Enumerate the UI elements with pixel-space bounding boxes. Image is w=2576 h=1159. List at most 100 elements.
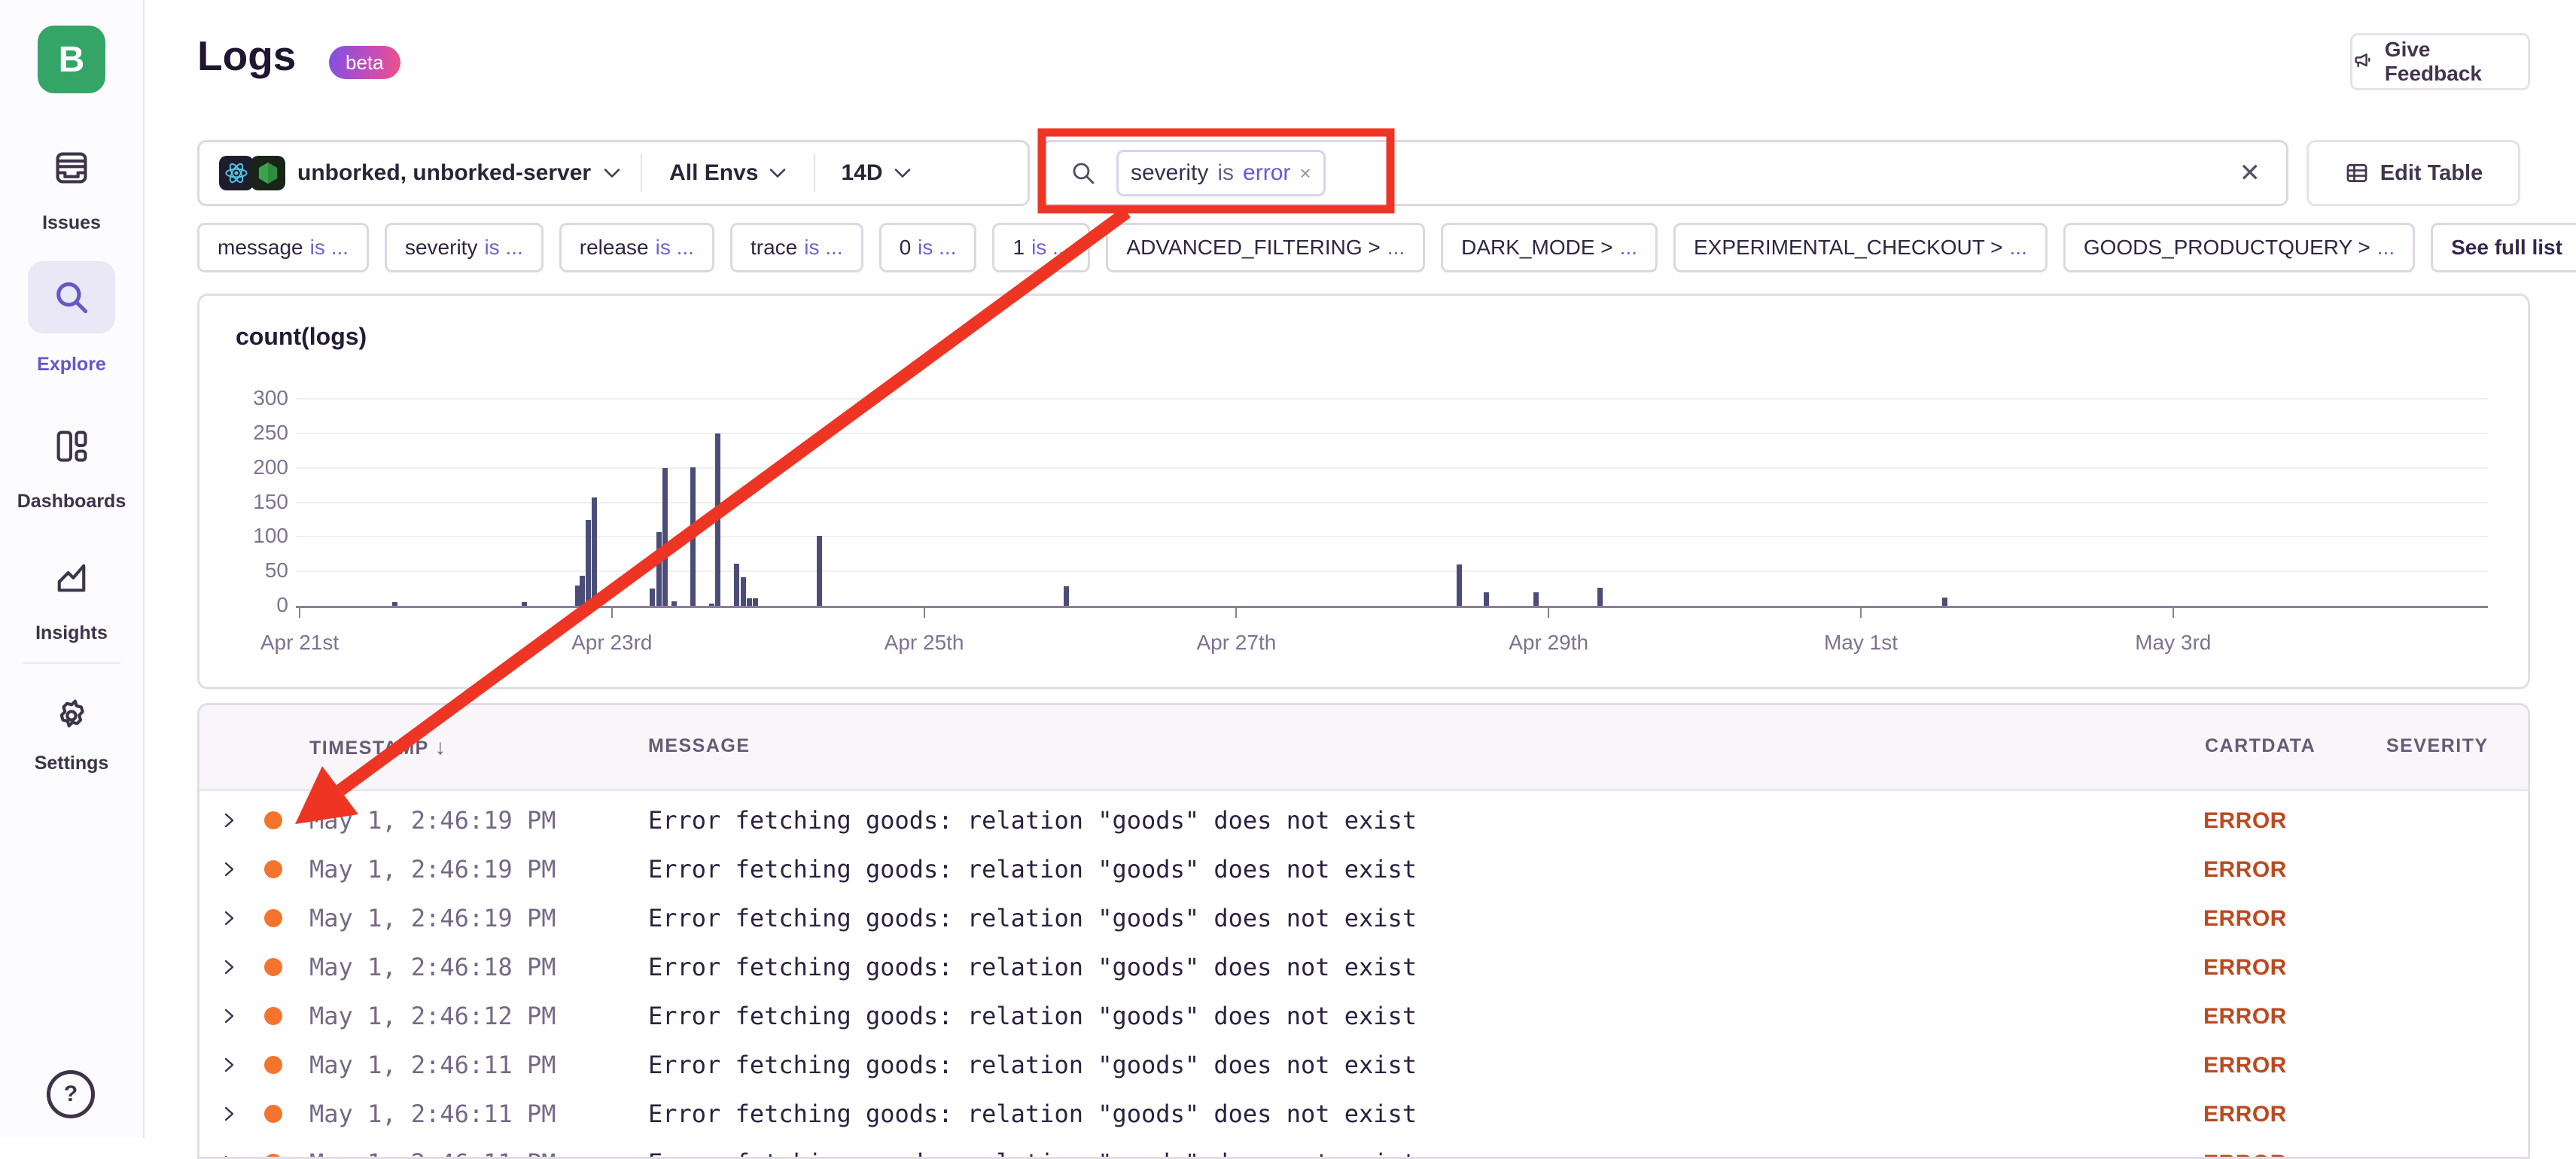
chart-bar[interactable] [1597, 588, 1603, 606]
expand-chevron-icon[interactable] [224, 811, 235, 834]
column-header-cartdata[interactable]: CARTDATA [2205, 735, 2316, 756]
insights-icon[interactable] [0, 558, 143, 598]
token-value[interactable]: error [1243, 160, 1291, 185]
severity-cell: ERROR [2203, 906, 2287, 931]
chart-bar[interactable] [734, 564, 740, 606]
table-row[interactable]: May 1, 2:46:18 PM Error fetching goods: r… [199, 942, 2528, 991]
chart-bar[interactable] [671, 601, 677, 606]
filter-chip[interactable]: trace is ... [729, 223, 863, 272]
sidebar-item-explore-label[interactable]: Explore [37, 354, 106, 375]
severity-dot-icon [264, 958, 282, 976]
filter-chip[interactable]: ADVANCED_FILTERING >... [1106, 223, 1426, 272]
clear-search-icon[interactable]: ✕ [2239, 159, 2261, 187]
chart-bar[interactable] [1063, 586, 1069, 606]
edit-table-button[interactable]: Edit Table [2307, 140, 2520, 206]
sidebar-divider [23, 662, 120, 664]
help-icon[interactable]: ? [47, 1070, 95, 1118]
timestamp-cell: May 1, 2:46:11 PM [309, 1100, 556, 1128]
x-axis-tick [611, 608, 613, 618]
chart-bar[interactable] [740, 576, 746, 606]
chart-bar[interactable] [650, 589, 656, 606]
chart-bar[interactable] [817, 535, 823, 606]
chart-bar[interactable] [746, 598, 752, 606]
filter-chip[interactable]: See full list [2431, 223, 2576, 272]
settings-gear-icon[interactable] [0, 696, 143, 735]
chart-bar[interactable] [1533, 592, 1539, 606]
chart-bar[interactable] [1942, 598, 1948, 606]
chart-bar[interactable] [1483, 592, 1489, 606]
table-row[interactable]: May 1, 2:46:19 PM Error fetching goods: r… [199, 844, 2528, 893]
table-row[interactable]: May 1, 2:46:19 PM Error fetching goods: r… [199, 795, 2528, 844]
chart-bar[interactable] [753, 598, 759, 606]
sidebar-item-settings[interactable]: Settings [34, 753, 109, 774]
chart-bar[interactable] [1457, 564, 1463, 606]
megaphone-icon [2355, 53, 2370, 67]
timestamp-cell: May 1, 2:46:19 PM [309, 904, 556, 932]
message-cell: Error fetching goods: relation "goods" d… [648, 1002, 1417, 1030]
expand-chevron-icon[interactable] [224, 1104, 235, 1127]
gridline [296, 467, 2488, 469]
severity-cell: ERROR [2203, 857, 2287, 882]
expand-chevron-icon[interactable] [224, 859, 235, 883]
expand-chevron-icon[interactable] [224, 1006, 235, 1030]
table-row[interactable]: May 1, 2:46:11 PM Error fetching goods: r… [199, 1089, 2528, 1138]
search-icon [1073, 163, 1095, 184]
severity-cell: ERROR [2203, 1102, 2287, 1127]
page-title: Logs [197, 32, 297, 79]
environment-selector[interactable]: All Envs [642, 160, 814, 186]
chart-bar[interactable] [522, 602, 528, 606]
token-remove-icon[interactable]: × [1299, 161, 1311, 184]
sidebar-item-issues[interactable]: Issues [42, 212, 101, 233]
sidebar-item-insights[interactable]: Insights [35, 622, 108, 643]
divider [814, 154, 816, 192]
log-search-input[interactable]: severity is error × ✕ [1042, 140, 2288, 206]
search-filter-token[interactable]: severity is error × [1116, 150, 1326, 196]
table-row[interactable]: May 1, 2:46:11 PM Error fetching goods: r… [199, 1138, 2528, 1157]
chart-bar[interactable] [690, 467, 696, 606]
expand-chevron-icon[interactable] [224, 1153, 235, 1157]
expand-chevron-icon[interactable] [224, 1055, 235, 1078]
chip-label: severity [404, 236, 478, 259]
dashboards-icon[interactable] [0, 427, 143, 466]
chart-bar[interactable] [656, 531, 662, 606]
table-row[interactable]: May 1, 2:46:19 PM Error fetching goods: r… [199, 893, 2528, 942]
chip-suffix: is ... [484, 236, 523, 259]
chart-bar[interactable] [662, 467, 668, 606]
beta-badge: beta [329, 46, 400, 79]
issues-icon[interactable] [0, 148, 143, 187]
table-body: May 1, 2:46:19 PM Error fetching goods: r… [199, 789, 2528, 1157]
sidebar-item-explore-active[interactable] [28, 261, 115, 333]
filter-chip[interactable]: severity is ... [384, 223, 544, 272]
project-selector-label: unborked, unborked-server [297, 160, 592, 185]
column-header-severity[interactable]: SEVERITY [2386, 735, 2489, 756]
chart-bar[interactable] [715, 433, 721, 606]
filter-chip[interactable]: GOODS_PRODUCTQUERY >... [2063, 223, 2416, 272]
filter-chip[interactable]: 0 is ... [878, 223, 977, 272]
chip-label: message [218, 236, 303, 259]
column-header-message[interactable]: MESSAGE [648, 735, 751, 756]
table-row[interactable]: May 1, 2:46:12 PM Error fetching goods: r… [199, 991, 2528, 1040]
token-operator[interactable]: is [1217, 160, 1235, 185]
org-avatar[interactable]: B [38, 26, 105, 93]
chart-bar[interactable] [586, 519, 592, 606]
column-header-timestamp[interactable]: TIMESTAMP ↓ [309, 735, 446, 759]
expand-chevron-icon[interactable] [224, 957, 235, 981]
filter-chip[interactable]: EXPERIMENTAL_CHECKOUT >... [1673, 223, 2048, 272]
give-feedback-button[interactable]: Give Feedback [2350, 33, 2530, 90]
chip-suffix: ... [2009, 236, 2027, 259]
chart-bar[interactable] [392, 602, 397, 606]
gridline [296, 501, 2488, 503]
expand-chevron-icon[interactable] [224, 908, 235, 932]
date-range-selector[interactable]: 14D [815, 160, 936, 186]
filter-chip[interactable]: message is ... [197, 223, 369, 272]
filter-chip[interactable]: release is ... [559, 223, 714, 272]
chart-bar[interactable] [592, 497, 598, 606]
project-selector[interactable]: unborked, unborked-server [199, 156, 641, 190]
filter-chip[interactable]: DARK_MODE >... [1441, 223, 1658, 272]
sidebar-item-dashboards[interactable]: Dashboards [17, 491, 126, 512]
filter-chip[interactable]: 1 is ... [992, 223, 1091, 272]
chart-bar[interactable] [709, 604, 715, 606]
chart-bar[interactable] [579, 575, 585, 606]
table-row[interactable]: May 1, 2:46:11 PM Error fetching goods: r… [199, 1040, 2528, 1089]
chip-suffix: is ... [804, 236, 843, 259]
